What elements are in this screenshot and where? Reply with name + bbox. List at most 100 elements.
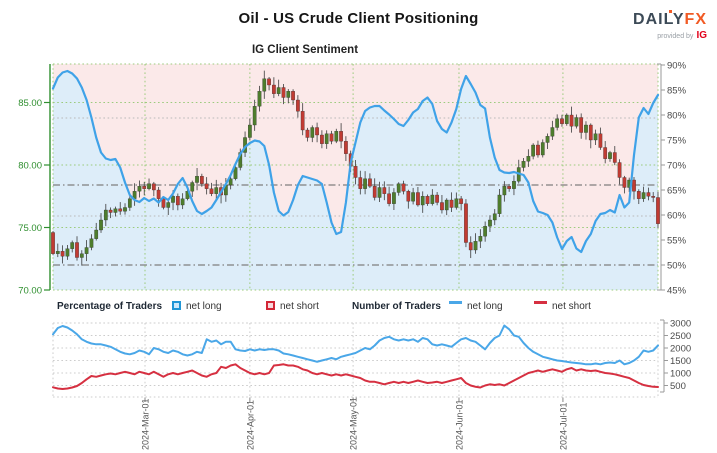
- net-short-line-icon: [534, 301, 547, 304]
- candle: [632, 179, 636, 192]
- candle: [521, 161, 526, 168]
- candle: [127, 198, 132, 208]
- candle: [387, 193, 391, 204]
- svg-text:2000: 2000: [670, 344, 691, 355]
- candle: [262, 78, 267, 92]
- candle: [171, 196, 175, 203]
- provided-by: provided by IG: [657, 30, 707, 41]
- date-label: 2024-May-01: [349, 397, 359, 450]
- candle: [300, 111, 305, 131]
- svg-text:75%: 75%: [667, 136, 687, 147]
- bottom-grid: [52, 322, 659, 398]
- candle: [94, 229, 99, 239]
- candle: [99, 219, 103, 231]
- candle: [79, 253, 84, 258]
- ig-logo: IG: [696, 30, 707, 41]
- candle: [108, 209, 113, 213]
- candle: [579, 117, 584, 133]
- svg-text:60%: 60%: [667, 211, 687, 222]
- candle: [641, 192, 646, 199]
- candle: [281, 87, 286, 98]
- main-chart: 70.00 75.00 80.00 85.00 45% 50% 55% 60% 65% 70% 75…: [18, 61, 686, 297]
- svg-text:55%: 55%: [667, 236, 687, 247]
- candle: [248, 124, 252, 138]
- candle: [65, 248, 70, 257]
- candle: [497, 194, 502, 214]
- svg-text:70.00: 70.00: [18, 286, 42, 297]
- net-long-swatch-icon: [172, 301, 181, 310]
- candle: [204, 183, 209, 189]
- logo-i-dot-icon: [669, 10, 673, 13]
- candle: [555, 118, 560, 128]
- candle: [89, 238, 94, 248]
- candle: [291, 91, 295, 101]
- candle: [526, 156, 531, 162]
- candle: [478, 236, 483, 242]
- candle: [305, 129, 310, 138]
- candle: [656, 197, 660, 224]
- date-axis: 2024-Mar-01 2024-Apr-01 2024-May-01 2024-Ju…: [140, 397, 568, 450]
- candle: [531, 144, 536, 157]
- candle: [84, 247, 89, 254]
- percent-axis: 45% 50% 55% 60% 65% 70% 75% 80% 85% 90%: [657, 61, 687, 297]
- candle: [569, 114, 574, 127]
- candle: [416, 192, 420, 206]
- number-of-traders-label: Number of Traders: [352, 301, 441, 312]
- candle: [70, 242, 75, 249]
- candle: [574, 117, 579, 127]
- candle: [459, 198, 463, 204]
- candle: [372, 186, 377, 198]
- candle: [392, 192, 396, 204]
- date-label: 2024-Apr-01: [245, 400, 255, 450]
- candle: [473, 241, 478, 251]
- svg-text:3000: 3000: [670, 319, 691, 330]
- candle: [502, 186, 507, 196]
- candle: [593, 133, 598, 141]
- date-label: 2024-Jun-01: [454, 399, 464, 450]
- candle: [55, 251, 60, 254]
- svg-text:500: 500: [670, 381, 686, 392]
- candle: [75, 242, 79, 258]
- net-short-count-line: [52, 363, 659, 390]
- candle: [622, 177, 627, 188]
- candle: [324, 133, 329, 144]
- svg-text:80%: 80%: [667, 111, 687, 122]
- candle: [584, 124, 588, 133]
- candle: [617, 162, 622, 178]
- candle: [603, 147, 608, 159]
- candle: [296, 99, 300, 112]
- candle: [545, 136, 550, 143]
- candle: [468, 242, 473, 251]
- chart-legend: Percentage of Traders net long net short…: [0, 301, 717, 317]
- candle: [166, 202, 171, 208]
- candle: [507, 186, 512, 189]
- net-short-swatch-icon: [266, 301, 275, 310]
- candle: [425, 196, 430, 204]
- candle: [449, 199, 454, 208]
- candle: [382, 187, 387, 194]
- svg-text:80.00: 80.00: [18, 161, 42, 172]
- svg-text:90%: 90%: [667, 61, 687, 72]
- candle: [118, 208, 123, 212]
- candle: [440, 202, 444, 211]
- candle: [334, 131, 339, 142]
- candle: [646, 192, 651, 197]
- candle: [123, 207, 127, 212]
- candle: [209, 188, 214, 194]
- candle: [51, 232, 55, 254]
- page-title: Oil - US Crude Client Positioning: [238, 10, 479, 27]
- candle: [156, 189, 161, 199]
- candle: [406, 191, 411, 202]
- candle: [435, 194, 439, 203]
- candle: [339, 131, 343, 142]
- candle: [310, 127, 315, 138]
- candle: [180, 198, 185, 206]
- svg-text:1000: 1000: [670, 369, 691, 380]
- candle: [147, 183, 151, 189]
- candle: [60, 251, 65, 257]
- candle: [286, 91, 291, 98]
- net-short-count-label: net short: [552, 301, 591, 312]
- date-label: 2024-Mar-01: [140, 398, 150, 450]
